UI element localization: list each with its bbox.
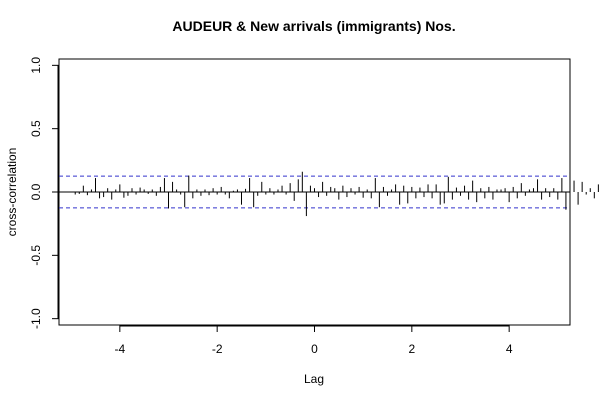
y-tick-label: 1.0 [29,57,43,74]
x-tick-label: 4 [506,342,513,356]
y-tick-label: -0.5 [29,245,43,266]
y-tick-label: 0.5 [29,120,43,137]
x-tick-label: 0 [311,342,318,356]
x-axis-label: Lag [304,372,324,386]
ccf-bars [74,171,599,217]
confidence-bounds [59,175,570,209]
y-axis: -1.0 -0.5 0.0 0.5 1.0 [29,57,59,329]
x-tick-label: 2 [408,342,415,356]
y-tick-label: 0.0 [29,183,43,200]
x-axis: -4 -2 0 2 4 [114,325,513,356]
y-axis-label: cross-correlation [5,148,19,237]
y-tick-label: -1.0 [29,308,43,329]
x-tick-label: -4 [114,342,125,356]
chart-title: AUDEUR & New arrivals (immigrants) Nos. [172,18,455,34]
x-tick-label: -2 [212,342,223,356]
